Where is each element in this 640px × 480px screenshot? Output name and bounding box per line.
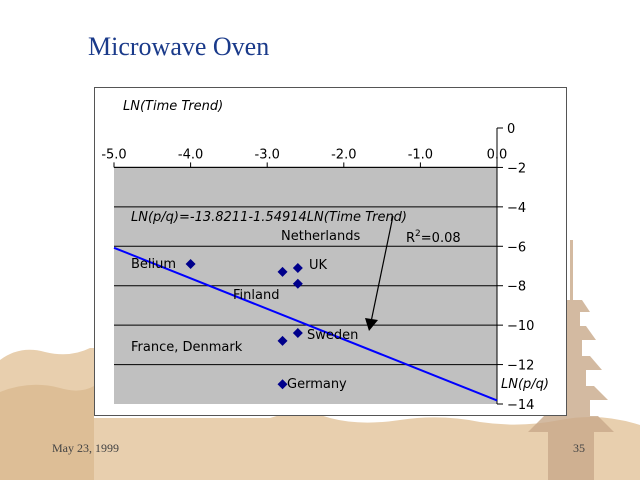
r-squared-superscript: 2 [415, 229, 421, 239]
r-squared-symbol: R [406, 231, 415, 246]
x-axis-title: LN(Time Trend) [123, 99, 223, 114]
x-tick-label: -3.0 [255, 147, 280, 162]
y-tick-label: −12 [507, 359, 534, 374]
point-label: Netherlands [281, 229, 360, 244]
regression-line [113, 246, 498, 402]
slide-title: Microwave Oven [88, 32, 270, 61]
y-tick-label: −8 [507, 280, 526, 295]
x-tick-label: -1.0 [408, 147, 433, 162]
chart-frame: -5.0 -4.0 -3.0 -2.0 -1.0 0.0 0 −2 −4 −6 −8 −10 −12 −… [94, 87, 567, 416]
r-squared-label: R2=0.08 [406, 229, 461, 246]
y-axis-title: LN(p/q) [501, 377, 549, 392]
point-labels: Belium Netherlands UK Finland Sweden France, … [131, 229, 360, 392]
y-tick-label: −6 [507, 240, 526, 255]
data-point [277, 379, 288, 390]
x-tick-label: -4.0 [178, 147, 203, 162]
point-label: Germany [287, 377, 347, 392]
y-tick-label: −2 [507, 161, 526, 176]
data-point [277, 266, 288, 277]
footer-date: May 23, 1999 [52, 441, 119, 455]
data-points [185, 259, 303, 390]
x-tick-labels: -5.0 -4.0 -3.0 -2.0 -1.0 0.0 [101, 147, 508, 168]
point-label: Sweden [307, 328, 358, 343]
data-point [185, 259, 196, 270]
y-tick-label: −10 [507, 319, 534, 334]
landscape-decoration-ridge [0, 384, 94, 480]
point-label: Finland [233, 288, 279, 303]
page-number: 35 [573, 441, 585, 455]
point-label: France, Denmark [131, 340, 243, 355]
data-point [277, 335, 288, 346]
x-tick-label: 0.0 [487, 147, 508, 162]
y-tick-label: −14 [507, 398, 534, 413]
x-tick-label: -2.0 [331, 147, 356, 162]
data-point [292, 328, 303, 339]
scatter-chart: -5.0 -4.0 -3.0 -2.0 -1.0 0.0 0 −2 −4 −6 −8 −10 −12 −… [101, 99, 549, 413]
point-label: Belium [131, 257, 176, 272]
point-label: UK [309, 258, 328, 273]
data-point [292, 262, 303, 273]
x-tick-label: -5.0 [101, 147, 126, 162]
y-tick-labels: 0 −2 −4 −6 −8 −10 −12 −14 [497, 122, 534, 413]
annotation-arrow [370, 215, 394, 323]
y-tick-label: 0 [507, 122, 515, 137]
r-squared-value: =0.08 [421, 231, 461, 246]
annotation-arrowhead [365, 318, 378, 331]
landscape-decoration [0, 348, 640, 480]
y-tick-label: −4 [507, 201, 526, 216]
axes [114, 128, 498, 404]
regression-equation: LN(p/q)=-13.8211-1.54914LN(Time Trend) [131, 210, 407, 225]
data-point [292, 278, 303, 289]
